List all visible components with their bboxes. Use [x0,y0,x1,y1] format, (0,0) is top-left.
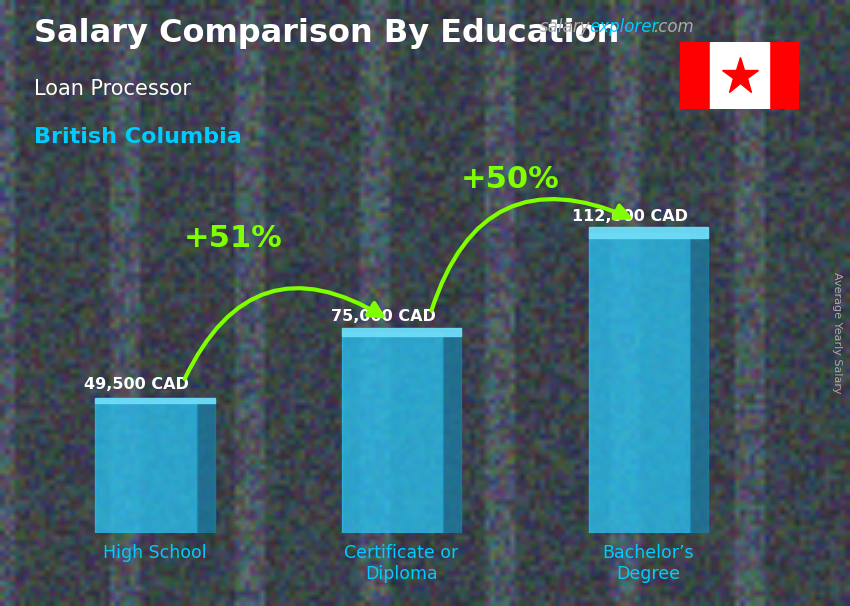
Text: Loan Processor: Loan Processor [34,79,191,99]
Text: Average Yearly Salary: Average Yearly Salary [832,273,842,394]
Text: Salary Comparison By Education: Salary Comparison By Education [34,18,620,49]
Text: British Columbia: British Columbia [34,127,241,147]
Text: 75,000 CAD: 75,000 CAD [332,308,436,324]
Bar [690,233,708,533]
Bar [444,332,462,533]
Text: salary: salary [540,18,590,36]
Bar [95,398,214,403]
Bar [710,42,769,109]
Bar [588,227,708,238]
Text: +50%: +50% [461,165,559,193]
Bar [95,401,196,533]
Bar [196,401,214,533]
Text: 49,500 CAD: 49,500 CAD [84,377,190,392]
Bar [769,42,799,109]
Text: +51%: +51% [184,224,282,253]
Text: .com: .com [653,18,694,36]
Text: 112,000 CAD: 112,000 CAD [572,210,689,224]
Bar [342,332,444,533]
Bar [588,233,690,533]
Bar [342,328,462,336]
Text: explorer: explorer [589,18,659,36]
Bar [680,42,710,109]
